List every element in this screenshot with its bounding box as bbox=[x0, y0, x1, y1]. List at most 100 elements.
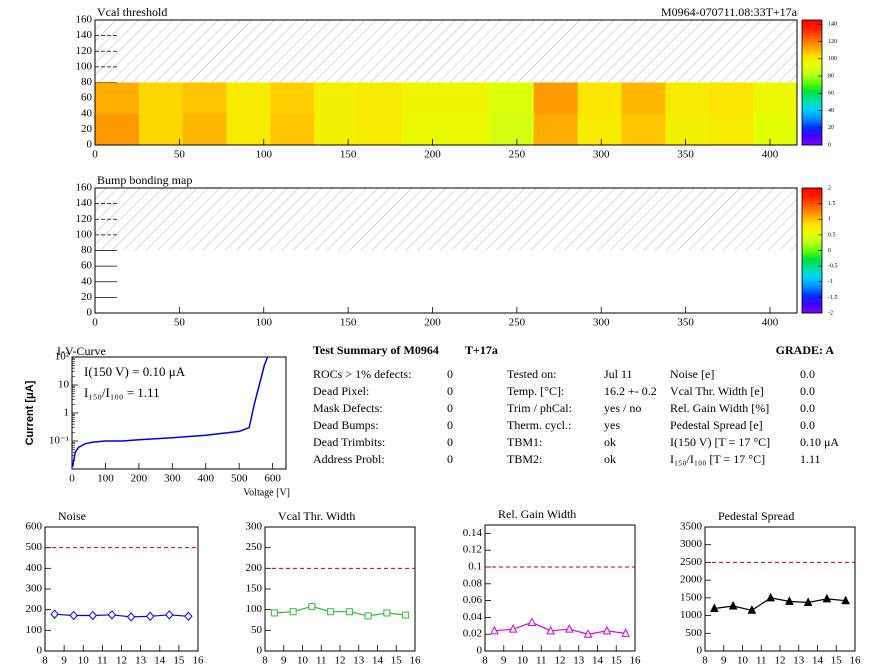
marker bbox=[710, 603, 719, 612]
x-tick-label: 14 bbox=[812, 655, 824, 667]
y-tick-label: 10² bbox=[55, 351, 70, 363]
x-tick-label: 16 bbox=[410, 655, 422, 667]
y-tick-label: 60 bbox=[81, 260, 93, 272]
plot-frame bbox=[94, 187, 798, 314]
x-tick-label: 200 bbox=[131, 473, 148, 485]
z-tick-label: 120 bbox=[828, 39, 837, 45]
summary-label: TBM2: bbox=[507, 452, 542, 466]
color-scale bbox=[802, 61, 822, 65]
x-tick-label: 200 bbox=[424, 149, 441, 161]
color-scale bbox=[802, 111, 822, 115]
color-scale bbox=[802, 190, 822, 193]
color-scale bbox=[802, 47, 822, 50]
summary-label: Tested on: bbox=[507, 367, 556, 381]
color-scale bbox=[802, 231, 822, 235]
color-scale bbox=[802, 76, 822, 79]
color-scale bbox=[802, 101, 822, 104]
color-scale bbox=[802, 128, 822, 131]
chart-title: Noise bbox=[58, 509, 86, 523]
x-tick-label: 0 bbox=[92, 149, 98, 161]
y-tick-label: 2500 bbox=[680, 556, 703, 568]
color-scale bbox=[802, 55, 822, 58]
z-tick-label: -0.5 bbox=[828, 264, 838, 270]
summary-label: ROCs > 1% defects: bbox=[313, 367, 411, 381]
x-tick-label: 100 bbox=[256, 149, 273, 161]
y-tick-label: 2000 bbox=[680, 574, 703, 586]
x-tick-label: 300 bbox=[164, 473, 181, 485]
heat-cell bbox=[753, 82, 798, 115]
color-scale-frame bbox=[801, 19, 823, 146]
x-tick-label: 16 bbox=[193, 655, 205, 667]
x-tick-label: 12 bbox=[116, 655, 127, 667]
marker bbox=[107, 610, 117, 620]
color-scale bbox=[802, 265, 822, 268]
x-tick-label: 10 bbox=[297, 655, 309, 667]
summary-value: 0.0 bbox=[800, 401, 815, 415]
summary-value: 16.2 +- 0.2 bbox=[604, 384, 657, 398]
color-scale bbox=[802, 34, 822, 37]
x-tick-label: 16 bbox=[630, 655, 642, 667]
color-scale bbox=[802, 208, 822, 212]
y-tick-label: 0 bbox=[477, 645, 483, 657]
x-tick-label: 250 bbox=[509, 317, 526, 329]
color-scale bbox=[802, 275, 822, 278]
color-scale bbox=[802, 30, 822, 33]
y-tick-label: 40 bbox=[81, 107, 93, 119]
heat-cell bbox=[182, 82, 227, 115]
heat-cell bbox=[709, 113, 754, 146]
color-scale bbox=[802, 192, 822, 195]
y-tick-label: 0.04 bbox=[463, 611, 483, 623]
y-tick-label: 500 bbox=[686, 627, 703, 639]
y-tick-label: 100 bbox=[26, 624, 43, 636]
marker bbox=[184, 611, 193, 622]
summary-value: ok bbox=[604, 435, 616, 449]
plot-frame bbox=[94, 19, 798, 146]
x-tick-label: 200 bbox=[424, 317, 441, 329]
data-line bbox=[71, 356, 269, 467]
color-scale bbox=[802, 95, 822, 98]
color-scale bbox=[802, 238, 822, 241]
x-tick-label: 11 bbox=[756, 655, 767, 667]
marker bbox=[565, 624, 574, 633]
color-scale bbox=[802, 258, 822, 262]
y-tick-label: 100 bbox=[76, 60, 93, 72]
marker bbox=[602, 625, 612, 635]
marker bbox=[583, 629, 593, 638]
y-tick-label: 40 bbox=[81, 275, 93, 287]
z-tick-label: 0 bbox=[828, 248, 831, 254]
color-scale bbox=[802, 273, 822, 276]
z-tick-label: 1 bbox=[828, 217, 831, 223]
summary-value: 0.0 bbox=[800, 384, 815, 398]
x-tick-label: 8 bbox=[702, 655, 708, 667]
x-tick-label: 350 bbox=[677, 149, 694, 161]
color-scale bbox=[802, 126, 822, 129]
color-scale bbox=[802, 235, 822, 239]
color-scale bbox=[802, 92, 822, 96]
y-tick-label: 200 bbox=[26, 603, 43, 615]
color-scale bbox=[802, 292, 822, 295]
color-scale bbox=[802, 288, 822, 291]
color-scale bbox=[802, 67, 822, 71]
color-scale bbox=[802, 196, 822, 199]
summary-value: 0.0 bbox=[800, 367, 815, 381]
color-scale bbox=[802, 65, 822, 69]
z-tick-label: 0.5 bbox=[828, 232, 836, 238]
summary-value: 0 bbox=[447, 418, 453, 432]
x-tick-label: 9 bbox=[501, 655, 507, 667]
marker bbox=[766, 592, 775, 602]
color-scale bbox=[802, 229, 822, 233]
z-tick-label: -1.5 bbox=[828, 295, 838, 301]
x-tick-label: 13 bbox=[135, 655, 147, 667]
color-scale bbox=[802, 188, 822, 191]
x-axis-label: Voltage [V] bbox=[243, 487, 290, 498]
color-scale bbox=[802, 198, 822, 201]
y-tick-label: 0.12 bbox=[463, 544, 482, 556]
y-tick-label: 600 bbox=[26, 521, 43, 533]
data-line bbox=[714, 597, 846, 611]
x-tick-label: 150 bbox=[340, 149, 357, 161]
y-tick-label: 0.06 bbox=[463, 594, 483, 606]
marker bbox=[822, 593, 832, 603]
x-tick-label: 350 bbox=[677, 317, 694, 329]
z-tick-label: 40 bbox=[828, 108, 834, 114]
summary-value: Jul 11 bbox=[604, 367, 633, 381]
